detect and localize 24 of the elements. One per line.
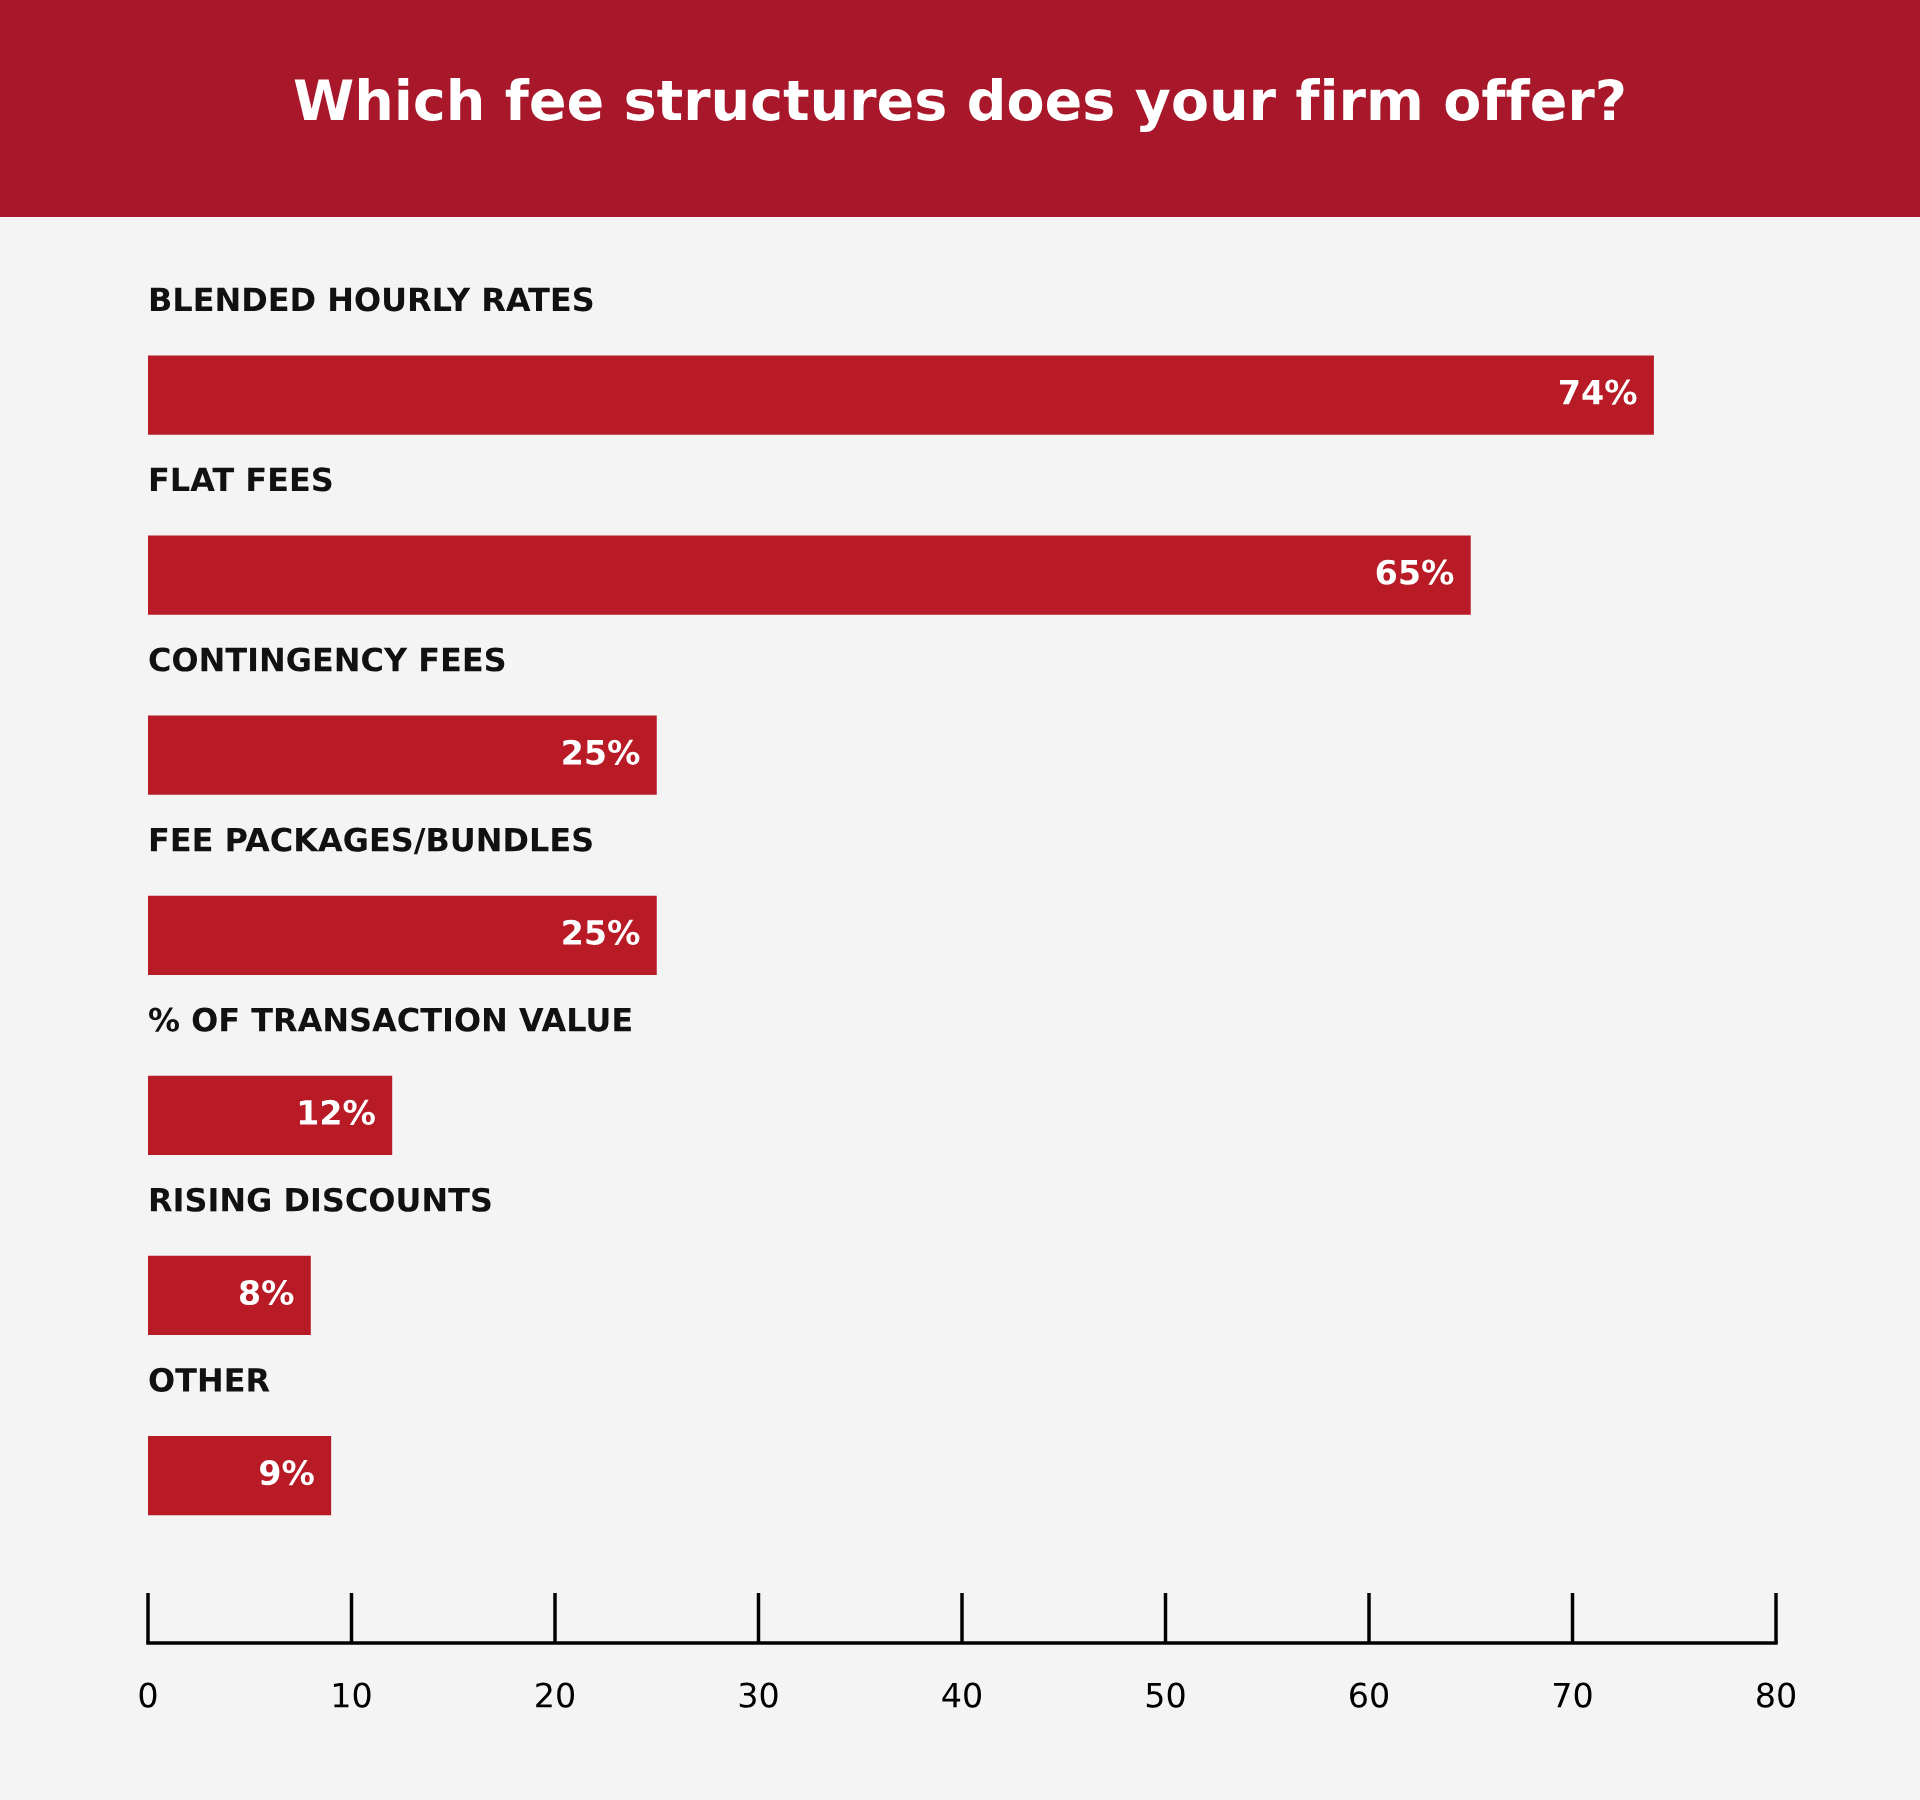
x-tick-label: 20 [536, 1682, 574, 1708]
data-label: 74% [1560, 379, 1637, 405]
y-tick-label: CONTINGENCY FEES [149, 647, 505, 672]
y-tick-label: % OF TRANSACTION VALUE [149, 1007, 631, 1032]
data-label: 12% [299, 1099, 375, 1126]
x-tick-label: 10 [333, 1682, 371, 1708]
x-tick-label: 70 [1554, 1682, 1592, 1708]
y-tick-label: BLENDED HOURLY RATES [150, 287, 593, 312]
chart-title: Which fee structures does your firm offer? [294, 77, 1624, 133]
y-tick-label: RISING DISCOUNTS [150, 1187, 491, 1212]
x-tick-label: 80 [1757, 1682, 1795, 1708]
data-label: 9% [260, 1459, 314, 1486]
data-label: 65% [1376, 559, 1454, 585]
x-tick-label: 50 [1146, 1682, 1185, 1708]
y-tick-label: OTHER [149, 1367, 270, 1392]
y-tick-label: FLAT FEES [150, 467, 332, 492]
x-tick-label: 30 [739, 1682, 778, 1708]
x-tick-label: 40 [942, 1682, 981, 1708]
data-label: 25% [563, 739, 640, 765]
data-label: 25% [563, 919, 640, 945]
y-tick-label: FEE PACKAGES/BUNDLES [150, 827, 592, 855]
x-tick-label: 60 [1350, 1682, 1388, 1708]
data-label: 8% [239, 1279, 294, 1306]
x-tick-label: 0 [139, 1682, 157, 1708]
